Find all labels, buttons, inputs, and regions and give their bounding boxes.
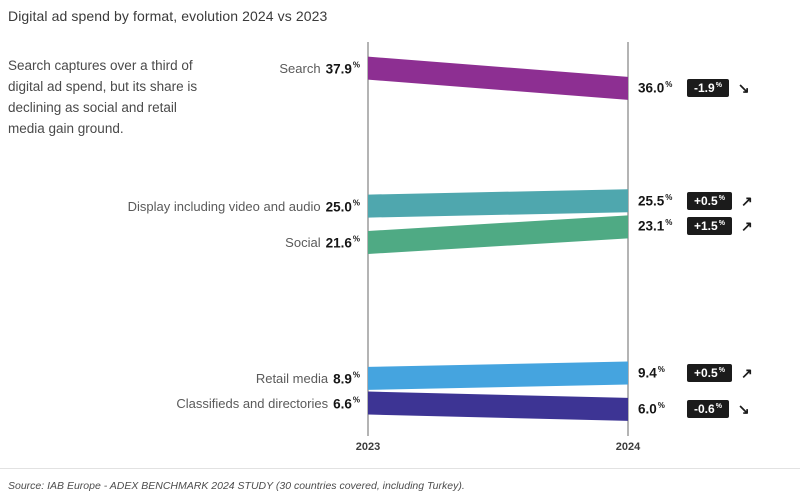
- value-2023: 37.9%: [325, 60, 360, 76]
- change-badge: +0.5%: [687, 364, 732, 382]
- value-2024: 25.5%: [638, 193, 673, 209]
- axis-label-2023: 2023: [355, 441, 381, 453]
- percent-sign: %: [657, 365, 665, 375]
- page-title: Digital ad spend by format, evolution 20…: [8, 8, 328, 24]
- percent-sign: %: [657, 401, 665, 411]
- percent-sign: %: [352, 395, 360, 405]
- axis-label-2024: 2024: [615, 441, 641, 453]
- percent-sign: %: [352, 198, 360, 208]
- category-label-social: Social 21.6%: [0, 234, 360, 250]
- percent-sign: %: [665, 218, 673, 228]
- percent-sign: %: [352, 234, 360, 244]
- trend-down-arrow-icon: ↘: [737, 79, 750, 96]
- value-2024: 9.4%: [638, 365, 665, 381]
- category-label-classifieds: Classifieds and directories 6.6%: [0, 395, 360, 411]
- value-row-classifieds: 6.0% -0.6% ↘: [638, 400, 750, 418]
- trend-up-arrow-icon: ↗: [740, 192, 753, 209]
- percent-sign: %: [665, 80, 673, 90]
- change-badge: +1.5%: [687, 217, 732, 235]
- change-badge: -0.6%: [687, 400, 729, 418]
- percent-sign: %: [665, 193, 673, 203]
- value-2023: 21.6%: [325, 234, 360, 250]
- trend-up-arrow-icon: ↗: [740, 364, 753, 381]
- category-name: Classifieds and directories: [176, 395, 329, 411]
- value-2023: 25.0%: [325, 198, 360, 214]
- value-row-retail-media: 9.4% +0.5% ↗: [638, 364, 753, 382]
- percent-sign: %: [352, 60, 360, 70]
- category-name: Social: [285, 234, 321, 250]
- source-note: Source: IAB Europe - ADEX BENCHMARK 2024…: [8, 480, 465, 492]
- band-retail-media: [368, 361, 628, 390]
- percent-sign: %: [718, 220, 725, 227]
- percent-sign: %: [715, 82, 722, 89]
- trend-down-arrow-icon: ↘: [737, 400, 750, 417]
- band-search: [368, 56, 628, 100]
- value-row-search: 36.0% -1.9% ↘: [638, 79, 750, 97]
- category-name: Retail media: [255, 370, 329, 386]
- chart-description: Search captures over a third of digital …: [8, 58, 198, 136]
- band-classifieds: [368, 391, 628, 421]
- value-2023: 8.9%: [333, 370, 360, 386]
- percent-sign: %: [718, 367, 725, 374]
- category-label-retail-media: Retail media 8.9%: [0, 370, 360, 386]
- change-badge: -1.9%: [687, 79, 729, 97]
- value-2024: 23.1%: [638, 218, 673, 234]
- percent-sign: %: [718, 195, 725, 202]
- percent-sign: %: [352, 370, 360, 380]
- band-social: [368, 215, 628, 254]
- value-2023: 6.6%: [333, 395, 360, 411]
- value-row-social: 23.1% +1.5% ↗: [638, 217, 753, 235]
- change-badge: +0.5%: [687, 192, 732, 210]
- category-name: Display including video and audio: [127, 198, 321, 214]
- value-2024: 36.0%: [638, 80, 673, 96]
- category-label-search: Search 37.9%: [0, 60, 360, 76]
- trend-up-arrow-icon: ↗: [740, 217, 753, 234]
- category-label-display: Display including video and audio 25.0%: [0, 198, 360, 214]
- value-row-display: 25.5% +0.5% ↗: [638, 192, 753, 210]
- footer-divider: [0, 468, 800, 469]
- percent-sign: %: [715, 403, 722, 410]
- category-name: Search: [279, 60, 321, 76]
- band-display: [368, 189, 628, 218]
- value-2024: 6.0%: [638, 401, 665, 417]
